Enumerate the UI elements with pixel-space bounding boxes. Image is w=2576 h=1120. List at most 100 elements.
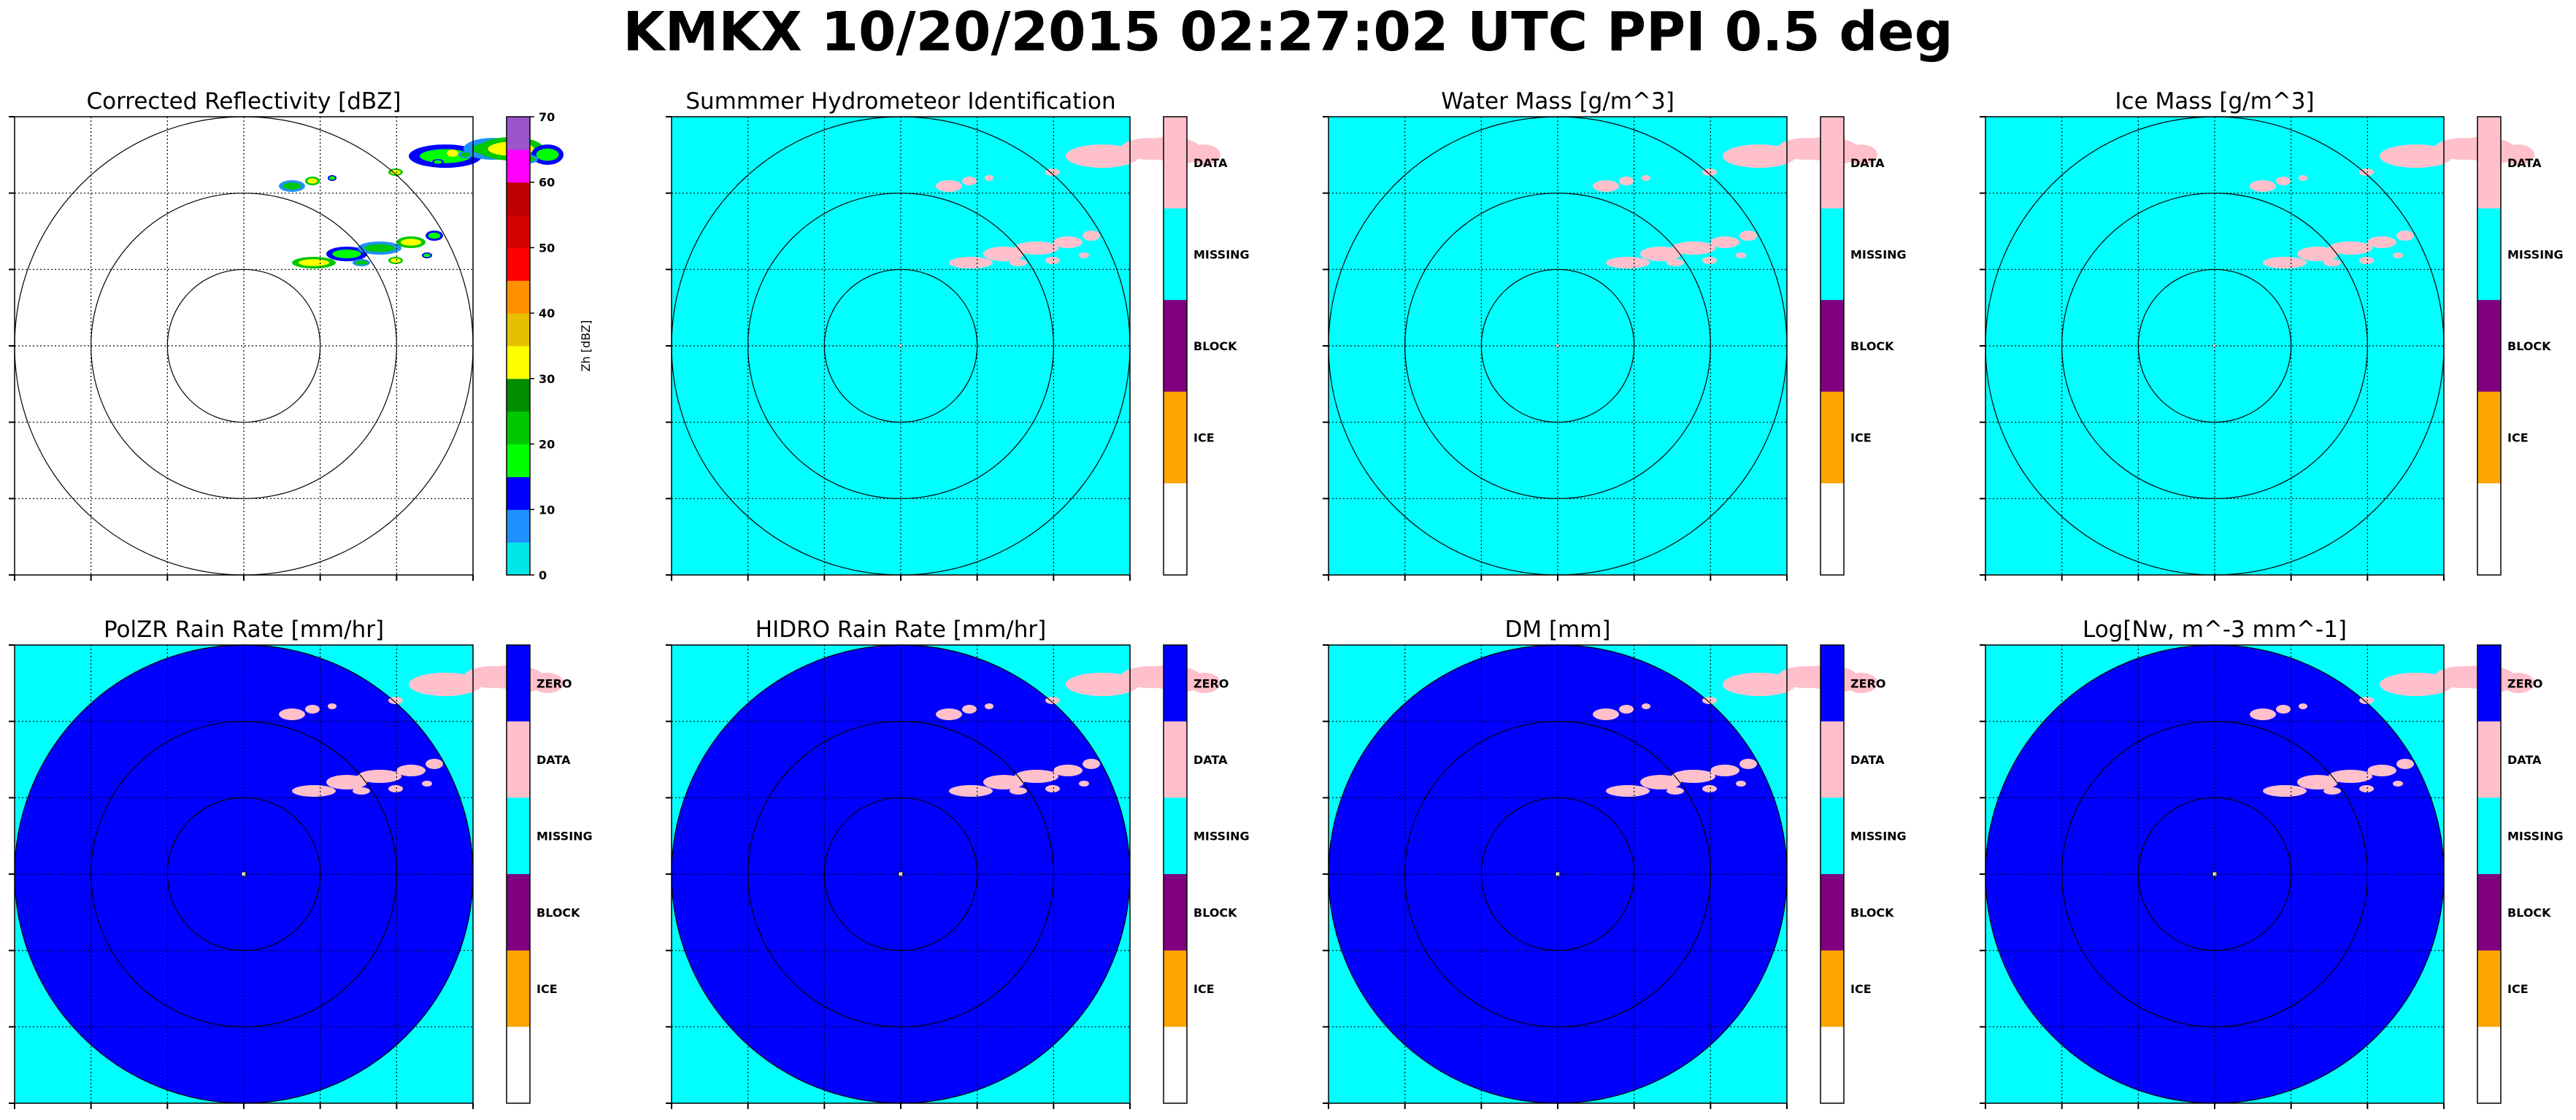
- colorbar-category-label: ICE: [2507, 431, 2529, 445]
- echo-cell: [2396, 759, 2414, 769]
- echo-cell: [1010, 259, 1027, 266]
- panel-title: Water Mass [g/m^3]: [1441, 88, 1675, 115]
- echo-core: [434, 160, 442, 164]
- echo-cell: [1089, 159, 1101, 165]
- echo-cell: [1053, 236, 1083, 248]
- echo-core: [423, 253, 431, 258]
- echo-cell: [2393, 252, 2403, 258]
- colorbar: 0 10 20 30 40 50 60 70 Zh [dBZ]: [506, 110, 593, 582]
- colorbar-segment: [1820, 950, 1844, 1027]
- echo-cell: [1642, 703, 1650, 709]
- colorbar-segment: [507, 378, 530, 412]
- colorbar-category-label: ZERO: [1850, 676, 1885, 690]
- colorbar-category-label: ICE: [1193, 431, 1215, 445]
- echo-cell: [936, 180, 962, 192]
- echo-cell: [2396, 231, 2414, 241]
- colorbar-segment: [507, 874, 530, 951]
- range-ring: [1404, 721, 1711, 1027]
- echo-cell: [1672, 242, 1715, 255]
- echo-cell: [1045, 169, 1060, 176]
- echo-core: [307, 178, 318, 184]
- ppi-plot: [1323, 644, 1877, 1109]
- colorbar-segment: [1820, 1027, 1844, 1104]
- colorbar-segment: [1164, 721, 1187, 798]
- colorbar-category-label: BLOCK: [1193, 339, 1237, 353]
- radar-site: [1556, 344, 1559, 347]
- colorbar-segment: [1820, 300, 1844, 393]
- echo-cell: [396, 765, 426, 776]
- echo-cell: [328, 703, 337, 709]
- echo-cell: [1710, 236, 1739, 248]
- ppi-plot: [1980, 116, 2534, 581]
- colorbar-segment: [1164, 645, 1187, 722]
- colorbar-segment: [2477, 797, 2501, 875]
- colorbar-segment: [2477, 1027, 2501, 1104]
- echo-core: [332, 250, 361, 258]
- colorbar-segment: [1820, 117, 1844, 209]
- colorbar-category-label: DATA: [2507, 156, 2542, 170]
- echo-cell: [279, 708, 305, 720]
- echo-cell: [2403, 159, 2415, 165]
- echo-cell: [2367, 236, 2396, 248]
- echo-core: [364, 244, 395, 252]
- colorbar-category-label: BLOCK: [1850, 339, 1894, 353]
- echo-cell: [983, 775, 1024, 789]
- range-ring: [823, 269, 978, 423]
- echo-cell: [353, 787, 370, 795]
- colorbar-frame: [1820, 116, 1845, 576]
- colorbar-tick-label: 0: [539, 568, 547, 582]
- range-ring: [91, 721, 397, 1027]
- echo-cell: [2276, 705, 2291, 714]
- colorbar-segment: [2477, 874, 2501, 951]
- echo-cell: [1089, 687, 1101, 693]
- plot-background: [15, 117, 473, 575]
- colorbar-segment: [507, 215, 530, 248]
- range-ring: [2061, 721, 2368, 1027]
- echo-cell: [2429, 151, 2444, 158]
- colorbar-segment: [507, 313, 530, 347]
- echo-cell: [2329, 770, 2372, 783]
- echo-cell: [388, 785, 403, 792]
- colorbar-category-label: DATA: [1193, 156, 1228, 170]
- echo-cell: [949, 257, 993, 269]
- colorbar-category-label: MISSING: [537, 830, 593, 843]
- colorbar-segment: [507, 444, 530, 477]
- colorbar-segment: [1820, 391, 1844, 484]
- echo-core: [401, 239, 421, 246]
- echo-cell: [1015, 770, 1058, 783]
- echo-cell: [2367, 765, 2396, 776]
- echo-cell: [1672, 770, 1715, 783]
- range-ring: [1404, 193, 1711, 499]
- colorbar-label: Zh [dBZ]: [579, 320, 593, 372]
- colorbar-tick-label: 20: [539, 438, 555, 452]
- echo-core: [299, 259, 329, 266]
- colorbar-category-label: DATA: [2507, 753, 2542, 767]
- colorbar-category-label: ICE: [2507, 982, 2529, 996]
- colorbar-segment: [1164, 950, 1187, 1027]
- colorbar: DATA MISSING BLOCK ICE: [1163, 116, 1250, 576]
- colorbar-frame: [2477, 116, 2502, 576]
- colorbar-segment: [507, 182, 530, 216]
- echo-cell: [2393, 781, 2403, 787]
- colorbar-segment: [507, 247, 530, 281]
- echo-cell: [1045, 785, 1060, 792]
- echo-cell: [983, 247, 1024, 261]
- figure-title: KMKX 10/20/2015 02:27:02 UTC PPI 0.5 deg: [623, 1, 1953, 63]
- colorbar-segment: [507, 797, 530, 875]
- colorbar-segment: [1164, 483, 1187, 576]
- echo-cell: [1053, 765, 1083, 776]
- echo-core: [447, 150, 458, 157]
- echo-core: [391, 258, 401, 263]
- colorbar-tick-label: 30: [539, 372, 555, 386]
- colorbar-tick-label: 60: [539, 176, 555, 190]
- colorbar-segment: [2477, 645, 2501, 722]
- range-ring: [747, 721, 1054, 1027]
- colorbar-category-label: ZERO: [1193, 676, 1229, 690]
- colorbar-frame: [1163, 644, 1188, 1104]
- echo-cell: [2329, 242, 2372, 255]
- colorbar-tick-label: 10: [539, 503, 555, 517]
- ppi-plot: [1323, 116, 1877, 581]
- panel-title: Summmer Hydrometeor Identification: [685, 88, 1116, 115]
- echo-cell: [1010, 787, 1027, 795]
- echo-cell: [985, 703, 993, 709]
